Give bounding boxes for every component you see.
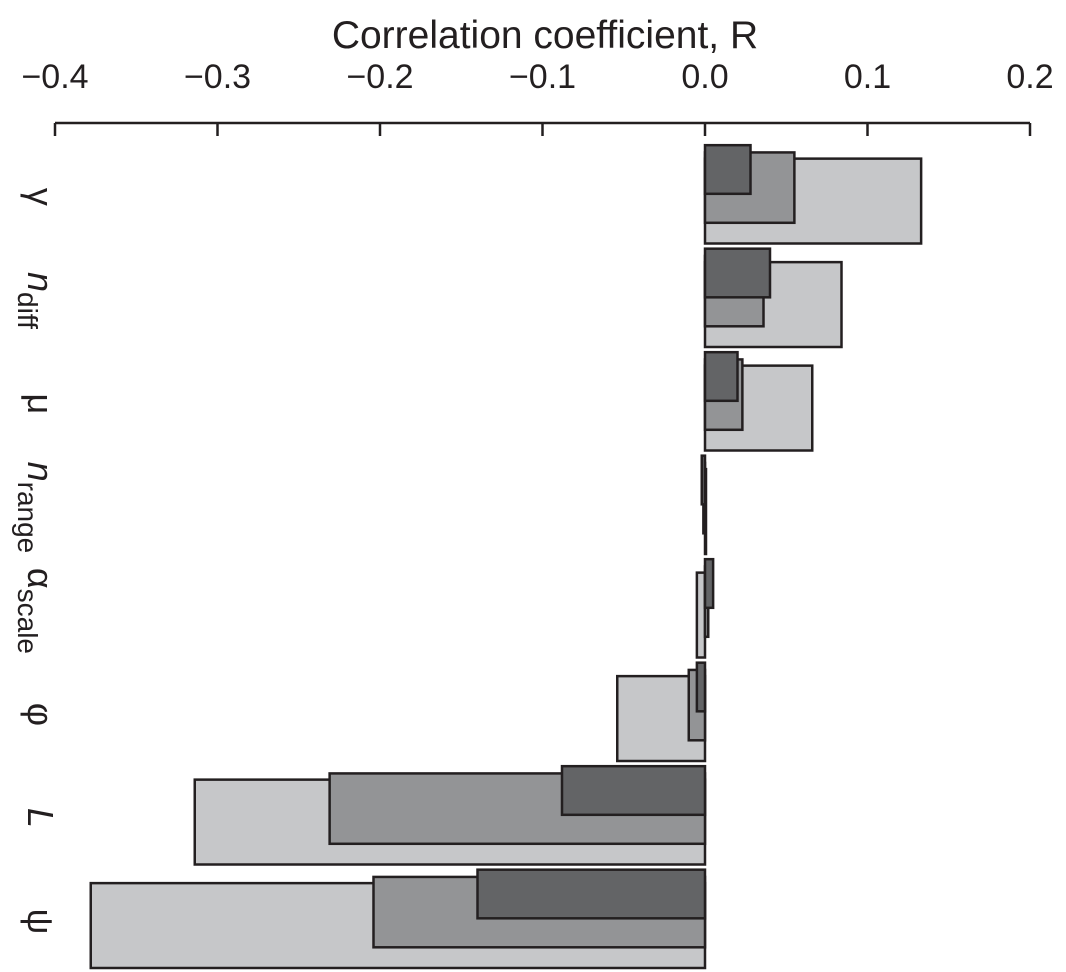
- bar: [695, 661, 707, 713]
- x-tick-label: 0.2: [1006, 58, 1053, 96]
- category-symbol: φ: [20, 703, 61, 726]
- bar: [703, 143, 752, 196]
- category-symbol: ψ: [20, 909, 61, 935]
- bar: [703, 557, 715, 610]
- category-label: μ: [20, 394, 61, 415]
- category-symbol: L: [20, 808, 61, 828]
- bar: [700, 454, 707, 506]
- x-tick-label: −0.1: [509, 58, 576, 96]
- bar: [560, 764, 707, 817]
- category-label: γ: [20, 188, 61, 206]
- category-label: nrange: [12, 462, 61, 554]
- category-symbol: γ: [20, 188, 61, 206]
- category-symbol: n: [20, 462, 61, 482]
- x-tick-label: −0.2: [346, 58, 413, 96]
- category-subscript: scale: [12, 589, 43, 654]
- category-label: ndiff: [12, 272, 61, 329]
- category-label: αscale: [12, 568, 61, 654]
- category-subscript: diff: [12, 292, 43, 329]
- x-tick-label: −0.3: [184, 58, 251, 96]
- category-label: L: [20, 808, 61, 828]
- category-symbol: α: [20, 568, 61, 589]
- category-symbol: μ: [20, 394, 61, 415]
- x-tick-label: −0.4: [21, 58, 88, 96]
- x-tick-label: 0.1: [844, 58, 891, 96]
- category-label: φ: [20, 703, 61, 726]
- category-subscript: range: [12, 482, 43, 554]
- axis-title: Correlation coefficient, R: [332, 14, 758, 57]
- category-symbol: n: [20, 272, 61, 292]
- bar: [703, 350, 739, 403]
- bar: [476, 868, 707, 920]
- category-label: ψ: [20, 909, 61, 935]
- x-tick-label: 0.0: [681, 58, 728, 96]
- bar: [703, 247, 772, 299]
